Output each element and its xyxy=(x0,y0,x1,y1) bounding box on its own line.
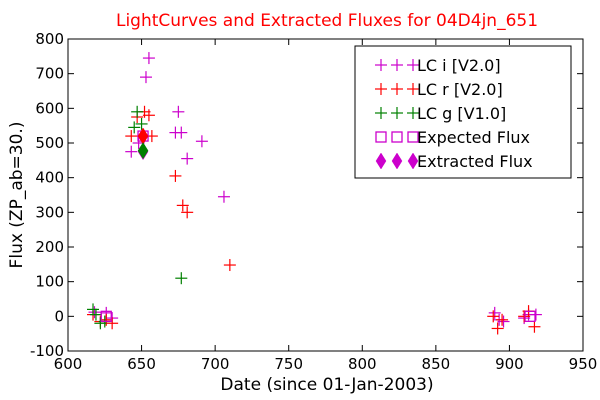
data-point xyxy=(169,169,182,182)
x-tick-label: 700 xyxy=(201,355,230,373)
x-tick-label: 750 xyxy=(274,355,303,373)
x-tick-label: 650 xyxy=(127,355,156,373)
legend-box xyxy=(354,45,572,179)
data-point xyxy=(89,308,102,321)
y-tick-label: -100 xyxy=(30,342,64,360)
legend-item: LC i [V2.0] xyxy=(375,56,501,75)
data-point xyxy=(223,259,236,272)
x-tick-label: 950 xyxy=(569,355,598,373)
y-tick-label: 300 xyxy=(35,203,64,221)
legend-marker xyxy=(375,131,387,143)
y-tick-label: 400 xyxy=(35,169,64,187)
legend-marker xyxy=(407,59,419,71)
data-point xyxy=(125,130,138,143)
legend-marker xyxy=(391,131,403,143)
x-tick-label: 900 xyxy=(495,355,524,373)
legend-item: Expected Flux xyxy=(375,128,530,147)
data-point xyxy=(181,206,194,219)
data-point xyxy=(142,52,155,65)
legend-label: Extracted Flux xyxy=(417,152,533,171)
data-point xyxy=(497,315,510,328)
data-point xyxy=(176,199,189,212)
legend-marker xyxy=(407,131,419,143)
data-point xyxy=(175,272,188,285)
data-point xyxy=(181,152,194,165)
legend-marker xyxy=(391,83,403,95)
data-point xyxy=(131,105,144,118)
data-point xyxy=(195,135,208,148)
legend-label: LC i [V2.0] xyxy=(417,56,501,75)
y-tick-label: 600 xyxy=(35,99,64,117)
data-point xyxy=(528,320,541,333)
legend-marker xyxy=(375,107,387,119)
legend-marker xyxy=(391,107,403,119)
legend-marker xyxy=(375,152,387,170)
legend-item: LC g [V1.0] xyxy=(375,104,506,123)
x-tick-label: 800 xyxy=(348,355,377,373)
y-tick-label: 100 xyxy=(35,273,64,291)
legend-item: LC r [V2.0] xyxy=(375,80,503,99)
y-tick-label: 800 xyxy=(35,30,64,48)
legend-item: Extracted Flux xyxy=(375,152,533,171)
data-point xyxy=(88,306,101,319)
data-point xyxy=(87,303,100,316)
legend-marker xyxy=(407,83,419,95)
data-point xyxy=(217,190,230,203)
axis-ticks: 600 650 700 750 800 850 900 950 -100 0 100 200 300 40… xyxy=(30,30,597,373)
data-point xyxy=(135,117,148,130)
legend-marker xyxy=(375,83,387,95)
data-point xyxy=(496,313,509,326)
legend: LC i [V2.0] LC r [V2.0] LC g [V1.0] Expecte… xyxy=(354,45,572,179)
chart-title: LightCurves and Extracted Fluxes for 04D… xyxy=(116,11,538,31)
data-point xyxy=(125,145,138,158)
legend-label: LC r [V2.0] xyxy=(417,80,503,99)
data-point xyxy=(491,322,504,335)
y-axis-label: Flux (ZP_ab=30.) xyxy=(7,122,27,269)
data-point xyxy=(128,121,141,134)
x-axis-label: Date (since 01-Jan-2003) xyxy=(220,375,433,395)
y-tick-label: 0 xyxy=(54,307,64,325)
data-point xyxy=(172,105,185,118)
legend-marker xyxy=(391,59,403,71)
data-point xyxy=(100,310,112,322)
y-tick-label: 500 xyxy=(35,134,64,152)
data-point xyxy=(142,109,155,122)
x-tick-label: 850 xyxy=(422,355,451,373)
legend-marker xyxy=(407,107,419,119)
data-point xyxy=(175,126,188,139)
legend-marker xyxy=(407,152,419,170)
legend-marker xyxy=(391,152,403,170)
legend-label: LC g [V1.0] xyxy=(417,104,506,123)
data-point xyxy=(487,310,500,323)
legend-label: Expected Flux xyxy=(417,128,530,147)
data-marks xyxy=(87,52,542,335)
x-tick-label: 600 xyxy=(54,355,83,373)
data-point xyxy=(139,71,152,84)
y-tick-label: 200 xyxy=(35,238,64,256)
y-tick-label: 700 xyxy=(35,65,64,83)
data-point xyxy=(106,317,119,330)
data-point xyxy=(137,142,149,160)
legend-marker xyxy=(375,59,387,71)
data-point xyxy=(529,308,542,321)
data-point xyxy=(524,310,536,322)
